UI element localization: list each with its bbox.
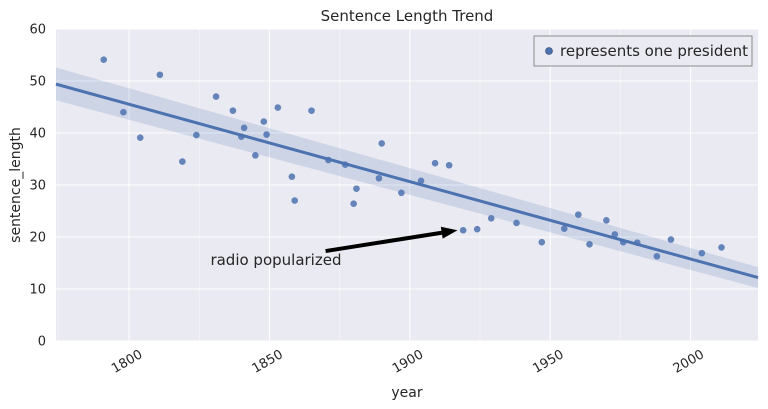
data-point <box>325 156 332 164</box>
data-point <box>586 240 593 248</box>
data-point <box>350 200 357 208</box>
data-point <box>718 244 725 251</box>
y-tick-label: 50 <box>29 75 46 90</box>
x-tick-label: 2000 <box>671 347 707 377</box>
data-point <box>378 140 386 147</box>
y-tick-label: 0 <box>38 335 46 350</box>
data-point <box>574 211 582 218</box>
data-point <box>445 161 453 169</box>
y-tick-label: 30 <box>29 179 46 194</box>
data-point <box>417 177 425 185</box>
confidence-band-area <box>56 67 758 288</box>
data-point <box>538 238 546 246</box>
data-point <box>353 185 360 192</box>
data-point <box>288 173 296 180</box>
data-point <box>698 249 706 257</box>
y-tick-label: 10 <box>29 283 46 298</box>
data-point <box>653 252 661 260</box>
legend-marker-icon <box>545 47 553 55</box>
data-point <box>611 231 619 238</box>
data-point <box>431 159 439 167</box>
legend: represents one president <box>533 35 753 67</box>
data-point <box>252 152 259 159</box>
annotation-text: radio popularized <box>210 251 341 269</box>
data-point <box>560 225 568 232</box>
data-point <box>291 197 298 204</box>
annotation: radio popularized <box>210 226 458 269</box>
data-point <box>633 239 641 247</box>
data-point <box>308 107 315 114</box>
legend-label: represents one president <box>560 42 748 60</box>
data-point <box>120 108 127 116</box>
regression-line <box>55 82 759 280</box>
regression-line-path <box>55 82 759 280</box>
data-point <box>667 236 675 243</box>
data-point <box>100 56 108 63</box>
x-tick-label: 1800 <box>109 347 145 377</box>
data-point <box>487 214 495 222</box>
x-axis-label: year <box>391 385 422 401</box>
data-point <box>341 161 349 169</box>
data-point <box>229 107 237 114</box>
confidence-band <box>56 67 758 288</box>
data-point <box>473 225 481 233</box>
data-point <box>179 158 186 165</box>
legend-box <box>533 35 753 67</box>
data-point <box>263 131 270 138</box>
x-tick-label: 1850 <box>250 347 286 377</box>
y-axis-label: sentence_length <box>8 127 24 243</box>
data-point <box>459 226 467 234</box>
data-point <box>193 131 200 139</box>
data-point <box>260 118 268 125</box>
annotation-arrow-head <box>440 226 458 239</box>
x-tick-label: 1900 <box>390 347 426 377</box>
data-point <box>375 174 383 182</box>
y-tick-label: 20 <box>29 231 46 246</box>
data-point <box>398 189 405 197</box>
data-point <box>513 219 520 227</box>
y-tick-label: 60 <box>29 23 46 38</box>
data-point <box>238 133 245 140</box>
data-point <box>603 217 610 224</box>
annotation-arrow-shaft <box>325 230 443 254</box>
chart-title: Sentence Length Trend <box>321 7 494 25</box>
data-point <box>274 104 282 111</box>
data-point <box>156 71 164 79</box>
data-point <box>212 93 220 100</box>
y-tick-label: 40 <box>29 127 46 142</box>
data-point <box>619 238 627 246</box>
x-tick-label: 1950 <box>530 347 566 377</box>
data-point <box>136 134 144 141</box>
data-points <box>100 56 725 260</box>
data-point <box>240 124 248 132</box>
